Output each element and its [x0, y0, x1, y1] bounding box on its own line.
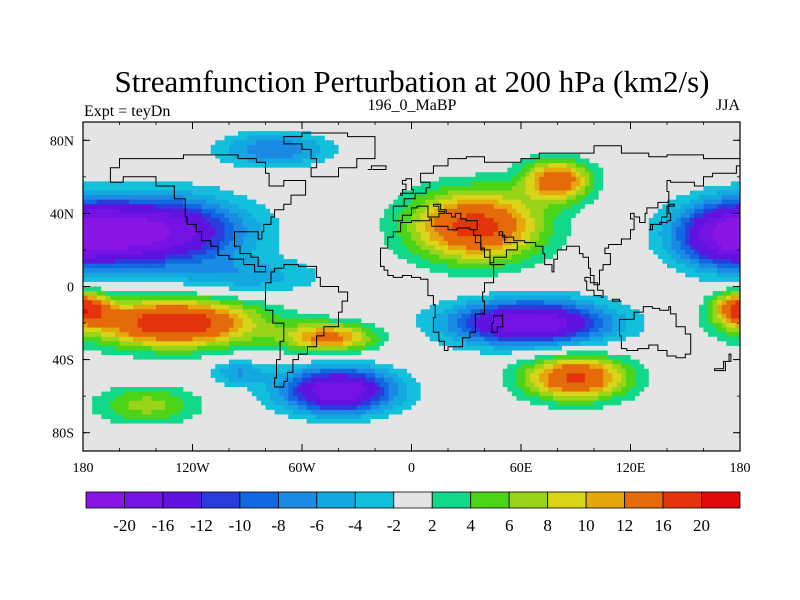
colorbar-label-0: -20 — [113, 516, 136, 535]
coastline-10 — [584, 276, 604, 298]
y-tick-label-4: 80S — [52, 427, 74, 442]
x-tick-label-4: 60E — [510, 461, 533, 476]
colorbar-label-3: -10 — [229, 516, 252, 535]
colorbar-box-2 — [162, 491, 202, 509]
colorbar-label-14: 16 — [655, 516, 672, 535]
colorbar-box-7 — [354, 491, 395, 509]
colorbar-box-11 — [508, 491, 549, 509]
colorbar-box-14 — [624, 491, 664, 509]
x-tick-label-5: 120E — [616, 461, 646, 476]
coastlines — [109, 132, 740, 388]
coastline-4 — [380, 218, 505, 351]
subtitle-center: 196_0_MaBP — [368, 97, 457, 114]
x-tick-label-1: 120W — [175, 461, 210, 476]
y-tick-label-2: 0 — [67, 281, 74, 296]
coastline-6 — [491, 313, 504, 333]
colorbar: -20 -16 -12 -10 -8 -6 -4 -2 2 4 6 8 10 12 16 20 — [85, 491, 741, 535]
colorbar-box-9 — [431, 491, 472, 509]
coastline-2 — [283, 132, 376, 178]
colorbar-label-10: 6 — [505, 516, 514, 535]
colorbar-box-5 — [277, 491, 318, 509]
coastline-9 — [367, 165, 387, 170]
chart-title: Streamfunction Perturbation at 200 hPa (… — [115, 64, 710, 99]
coastline-12 — [714, 353, 732, 372]
colorbar-label-13: 12 — [616, 516, 633, 535]
colorbar-label-4: -8 — [271, 516, 285, 535]
colorbar-box-4 — [239, 491, 279, 509]
colorbar-label-1: -16 — [152, 516, 175, 535]
colorbar-box-10 — [470, 491, 510, 509]
colorbar-label-8: 2 — [428, 516, 437, 535]
subtitle-right: JJA — [716, 97, 740, 114]
colorbar-label-6: -4 — [348, 516, 363, 535]
colorbar-box-16 — [701, 491, 741, 509]
streamfunction-field — [83, 122, 740, 451]
coastline-3 — [392, 145, 740, 286]
coastline-7 — [648, 203, 675, 231]
y-tick-label-1: 40N — [50, 207, 74, 222]
coastline-8 — [400, 178, 414, 196]
coastline-1 — [109, 154, 307, 273]
colorbar-box-1 — [124, 491, 164, 509]
colorbar-label-5: -6 — [310, 516, 324, 535]
colorbar-label-2: -12 — [190, 516, 213, 535]
y-tick-label-0: 80N — [50, 134, 74, 149]
colorbar-label-7: -2 — [387, 516, 401, 535]
colorbar-label-12: 10 — [578, 516, 595, 535]
x-tick-label-6: 180 — [730, 461, 751, 476]
colorbar-label-15: 20 — [693, 516, 710, 535]
coastline-11 — [611, 298, 622, 302]
colorbar-box-12 — [547, 491, 587, 509]
subtitle-left: Expt = teyDn — [84, 103, 170, 120]
colorbar-box-3 — [201, 491, 241, 509]
coastline-0 — [265, 264, 349, 388]
x-tick-label-3: 0 — [408, 461, 415, 476]
colorbar-label-11: 8 — [543, 516, 552, 535]
colorbar-box-15 — [662, 491, 702, 509]
colorbar-box-0 — [85, 491, 125, 509]
x-tick-label-2: 60W — [288, 461, 316, 476]
coastline-5 — [619, 306, 692, 359]
axis-ticks: 180 120W 60W 0 60E 120E 180 80N 40N 0 40S 80S — [50, 122, 751, 476]
colorbar-label-9: 4 — [466, 516, 475, 535]
colorbar-box-13 — [585, 491, 625, 509]
colorbar-box-6 — [316, 491, 356, 509]
colorbar-box-8 — [393, 491, 433, 509]
y-tick-label-3: 40S — [52, 354, 74, 369]
x-tick-label-0: 180 — [73, 461, 94, 476]
